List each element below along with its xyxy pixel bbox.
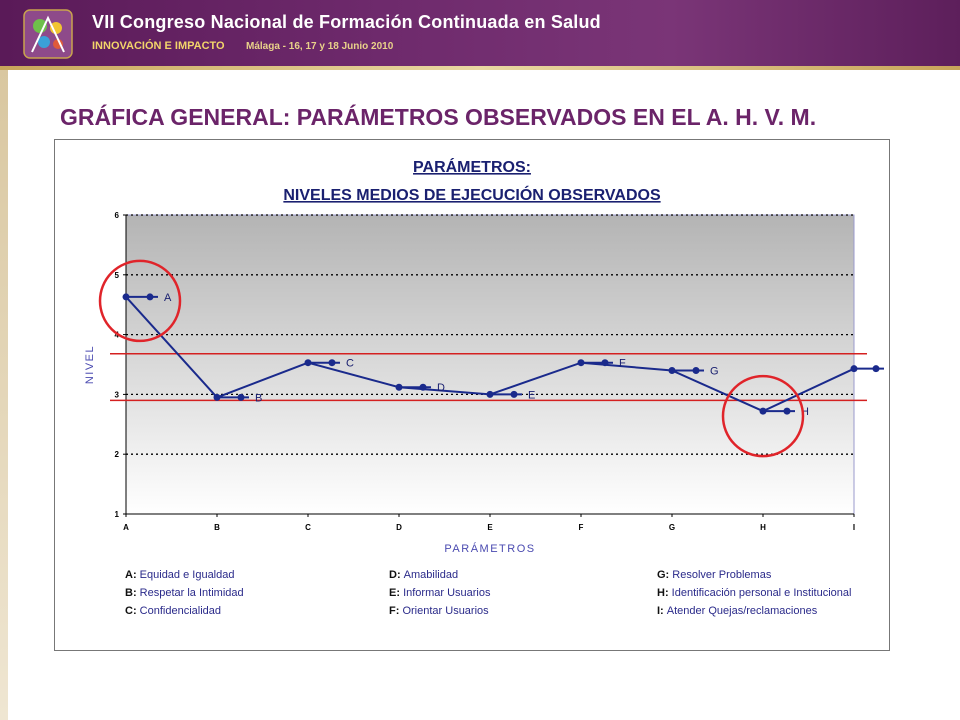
point-label-marker [237,393,245,401]
line-chart: PARÁMETROS: NIVELES MEDIOS DE EJECUCIÓN O… [84,157,884,617]
highlight-circle [721,374,805,458]
chart-frame: PARÁMETROS: NIVELES MEDIOS DE EJECUCIÓN O… [54,139,890,651]
point-label: D [437,382,445,394]
point-label-marker [419,383,427,391]
legend-text: Informar Usuarios [403,587,491,599]
point-label: F [619,358,626,370]
legend-text: Respetar la Intimidad [140,587,244,599]
point-label-marker [692,366,700,374]
x-tick-label: C [305,523,311,532]
x-tick-label: G [669,523,675,532]
legend-text: Confidencialidad [140,605,221,617]
point-label: A [164,292,172,304]
congress-title: VII Congreso Nacional de Formación Conti… [92,12,601,32]
point-label: E [528,389,535,401]
x-tick-label: F [579,523,584,532]
point-label-marker [872,365,880,373]
legend-text: Atender Quejas/reclamaciones [667,605,818,617]
congress-place-date: Málaga - 16, 17 y 18 Junio 2010 [246,41,394,52]
y-tick-label: 3 [115,390,120,399]
point-label-marker [146,293,154,301]
point-label: C [346,358,354,370]
point-label-marker [510,390,518,398]
point-label-marker [601,359,609,367]
congress-subtitle: INNOVACIÓN E IMPACTO [92,40,225,52]
x-tick-label: H [760,523,766,532]
y-tick-label: 2 [115,450,120,459]
legend-entry: H: Identificación personal e Institucion… [657,587,851,599]
header-gold-stripe [0,66,960,70]
point-label-marker [328,359,336,367]
data-point [668,366,676,374]
congress-logo [23,9,73,59]
header-banner [0,0,960,66]
x-tick-label: I [853,523,855,532]
legend-key: I: [657,605,667,617]
legend-text: Amabilidad [404,569,458,581]
legend-entry: B: Respetar la Intimidad [125,587,244,599]
legend-entry: G: Resolver Problemas [657,569,772,581]
legend-key: G: [657,569,672,581]
plot-area [125,214,855,515]
legend-entry: E: Informar Usuarios [389,587,491,599]
legend-key: H: [657,587,672,599]
data-point [304,359,312,367]
legend-key: F: [389,605,402,617]
chart-title: PARÁMETROS: [413,157,531,176]
page-title: GRÁFICA GENERAL: PARÁMETROS OBSERVADOS E… [60,104,817,130]
left-decor-bar [0,70,8,720]
x-axis-label: PARÁMETROS [444,542,535,555]
legend-entry: D: Amabilidad [389,569,458,581]
chart-subtitle: NIVELES MEDIOS DE EJECUCIÓN OBSERVADOS [283,185,661,204]
data-point [759,407,767,415]
data-point [122,293,130,301]
legend-key: C: [125,605,140,617]
data-point [577,359,585,367]
legend-entry: C: Confidencialidad [125,605,221,617]
legend-text: Orientar Usuarios [402,605,489,617]
legend-key: E: [389,587,403,599]
y-axis-label: NIVEL [84,345,96,384]
data-point [395,383,403,391]
data-point [213,393,221,401]
legend-text: Resolver Problemas [672,569,772,581]
legend-key: A: [125,569,140,581]
y-tick-label: 1 [115,510,120,519]
legend-key: D: [389,569,404,581]
x-tick-label: B [214,523,220,532]
legend-text: Equidad e Igualdad [140,569,235,581]
y-tick-label: 6 [115,211,120,220]
legend-entry: F: Orientar Usuarios [389,605,489,617]
legend-entry: I: Atender Quejas/reclamaciones [657,605,818,617]
legend-key: B: [125,587,140,599]
legend-entry: A: Equidad e Igualdad [125,569,234,581]
point-label-marker [783,407,791,415]
point-label: B [255,392,262,404]
point-label: G [710,365,719,377]
y-tick-label: 5 [115,271,120,280]
x-tick-label: E [487,523,493,532]
x-tick-label: D [396,523,402,532]
highlight-circle [98,259,182,343]
point-label: H [801,406,809,418]
data-point [486,390,494,398]
legend-text: Identificación personal e Institucional [672,587,852,599]
x-tick-label: A [123,523,129,532]
